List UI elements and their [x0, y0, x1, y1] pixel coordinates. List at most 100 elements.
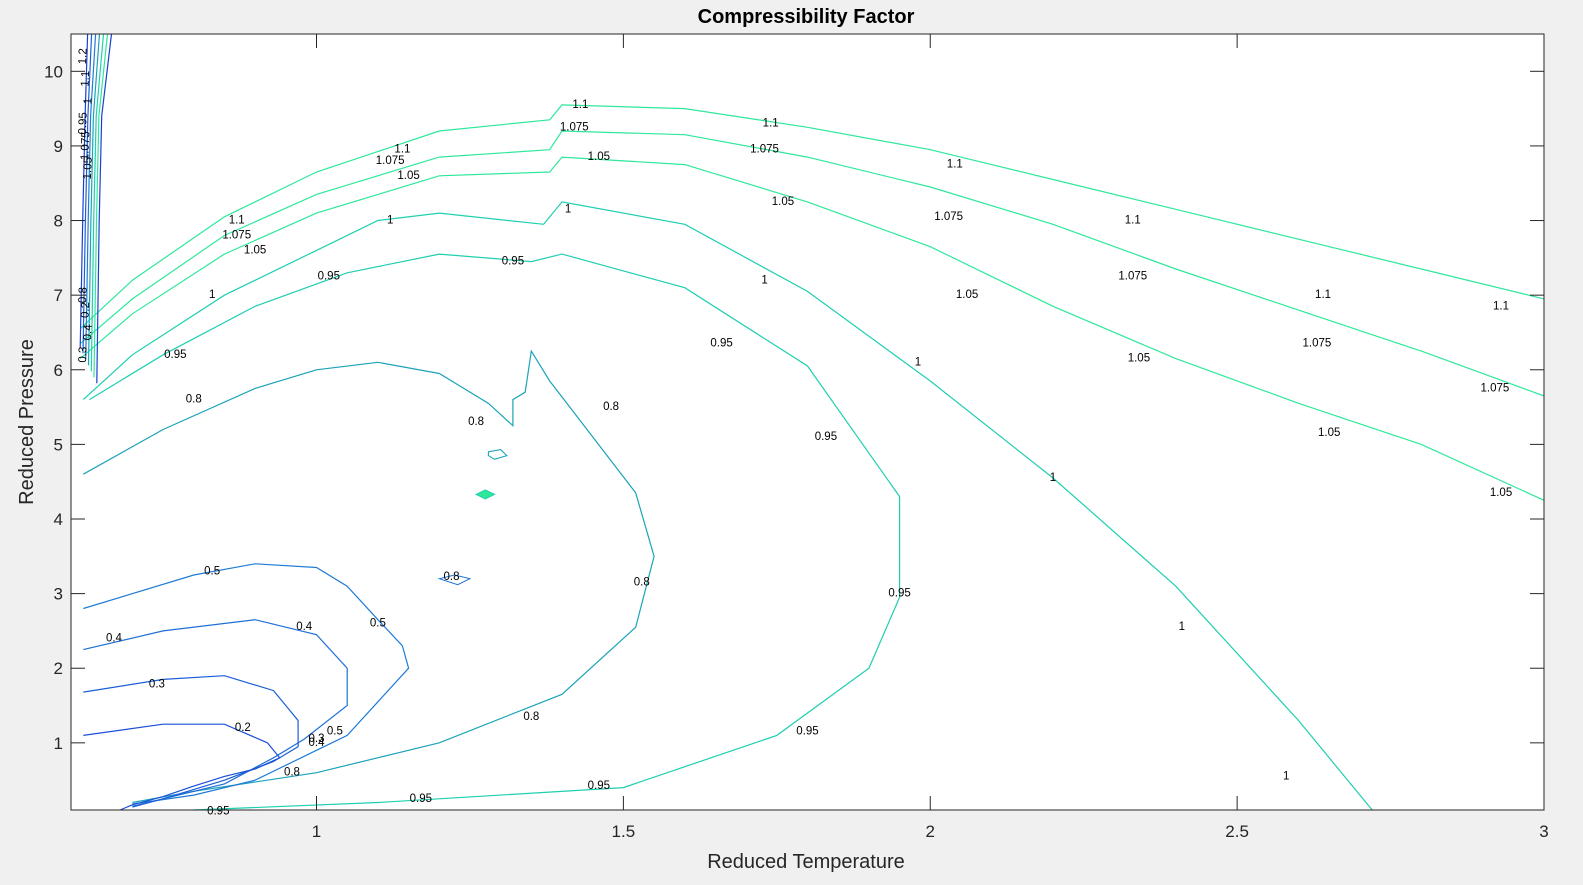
contour-label: 1.075	[750, 144, 779, 156]
contour-label: 1.1	[394, 144, 410, 156]
contour-label: 0.95	[710, 338, 732, 350]
contour-label: 1.075	[222, 229, 251, 241]
contour-label: 1	[565, 203, 571, 215]
contour-label: 1.05	[588, 151, 610, 163]
axes-box	[70, 33, 1545, 811]
contour-label: 1.075	[1303, 338, 1332, 350]
wall-contour-line	[87, 33, 101, 366]
wall-contour-line	[96, 33, 113, 384]
y-tick-label: 10	[44, 62, 63, 81]
contour-label: 1	[209, 289, 215, 301]
x-tick-label: 2	[926, 822, 935, 841]
island-label: 0.8	[444, 571, 460, 583]
wall-label: 1	[82, 98, 94, 105]
x-tick-label: 1.5	[612, 822, 636, 841]
y-tick-label: 8	[54, 212, 63, 231]
contour-label: 1	[915, 356, 921, 368]
contour-line-0.3	[83, 675, 299, 808]
contour-label: 0.4	[309, 737, 326, 749]
contour-label: 0.95	[815, 431, 837, 443]
contour-line-0.8	[83, 349, 655, 804]
y-tick-label: 3	[54, 585, 63, 604]
contour-label: 1.1	[1315, 289, 1331, 301]
y-tick-label: 7	[54, 286, 63, 305]
contour-label: 1	[387, 215, 393, 227]
contour-label: 0.8	[523, 711, 539, 723]
contour-label: 1.1	[229, 215, 245, 227]
contour-label: 0.8	[468, 416, 484, 428]
contour-label: 0.4	[106, 632, 123, 644]
wall-label: 1.1	[80, 70, 93, 86]
contour-label: 0.95	[410, 793, 432, 805]
contour-label: 0.4	[296, 621, 313, 633]
contour-label: 1	[1050, 472, 1056, 484]
contour-label: 0.3	[309, 733, 325, 745]
contour-label: 0.8	[603, 401, 619, 413]
axes: 1 1.5 2 2.5 3 1 2 3 4 5 6 7 8 9 10	[44, 33, 1549, 841]
contour-label: 0.95	[207, 806, 229, 818]
contour-label: 1.075	[1118, 271, 1147, 283]
contour-label: 1.1	[947, 159, 963, 171]
contour-line-0.95	[89, 253, 901, 811]
contour-label: 0.95	[588, 780, 610, 792]
contour-label: 1.05	[244, 244, 266, 256]
y-tick-label: 5	[54, 435, 63, 454]
contour-label: 1.05	[397, 170, 419, 182]
contour-line-1.075	[79, 130, 1545, 397]
contour-label: 1.075	[1481, 382, 1510, 394]
contour-line-1.1	[79, 104, 1545, 330]
y-tick-label: 9	[54, 137, 63, 156]
contour-line-0.5	[83, 563, 410, 805]
x-axis-label: Reduced Temperature	[707, 851, 905, 873]
contour-label: 1.05	[1318, 427, 1340, 439]
contour-label: 0.95	[502, 256, 524, 268]
contour-label: 1.075	[560, 121, 589, 133]
wall-contour-line	[90, 33, 105, 372]
x-tick-label: 2.5	[1225, 822, 1249, 841]
contour-label: 1.1	[763, 118, 779, 130]
wall-label: 0.4	[82, 324, 95, 341]
wall-label: 0.2	[80, 302, 93, 318]
y-tick-label: 4	[54, 510, 63, 529]
contour-island	[487, 449, 508, 460]
y-tick-label: 2	[54, 659, 63, 678]
contour-label: 0.3	[149, 679, 165, 691]
contour-label: 0.8	[186, 394, 202, 406]
wall-contour-line	[85, 33, 97, 360]
contour-label: 1	[761, 274, 767, 286]
contour-label: 0.5	[204, 565, 220, 577]
contour-label: 1.1	[572, 99, 588, 111]
wall-label: 1.05	[82, 157, 95, 180]
contour-label: 0.95	[318, 271, 340, 283]
wall-contour-line	[79, 33, 89, 348]
plot-area	[71, 34, 1544, 810]
contour-line-0.4	[83, 619, 348, 807]
wall-label: 1.2	[77, 48, 90, 64]
contour-label: 1.075	[934, 211, 963, 223]
contour-label: 0.5	[327, 726, 343, 738]
wall-label: 0.3	[77, 346, 90, 362]
contour-label: 1.05	[772, 196, 794, 208]
contour-line-1	[82, 201, 1373, 811]
x-tick-label: 3	[1539, 822, 1548, 841]
contour-label: 1	[1179, 621, 1185, 633]
contour-label: 1.05	[1490, 487, 1512, 499]
contour-label: 0.95	[888, 588, 910, 600]
y-tick-label: 6	[54, 361, 63, 380]
contour-label: 1.05	[956, 289, 978, 301]
contour-label: 1.1	[1493, 300, 1509, 312]
contour-label: 1	[1283, 770, 1289, 782]
contour-label: 1.1	[1125, 215, 1141, 227]
y-tick-label: 1	[54, 734, 63, 753]
y-axis-label: Reduced Pressure	[16, 339, 38, 505]
wall-contour-line	[82, 33, 93, 354]
contour-label: 0.95	[164, 349, 186, 361]
x-tick-label: 1	[312, 822, 321, 841]
contour-island	[474, 489, 496, 500]
contour-label: 0.8	[284, 767, 300, 779]
contour-labels: 1.11.11.11.11.11.11.11.11.0751.0751.0751…	[106, 99, 1512, 818]
contour-label: 0.5	[370, 617, 386, 629]
contour-label: 1.075	[376, 155, 405, 167]
contour-label: 0.8	[634, 576, 650, 588]
